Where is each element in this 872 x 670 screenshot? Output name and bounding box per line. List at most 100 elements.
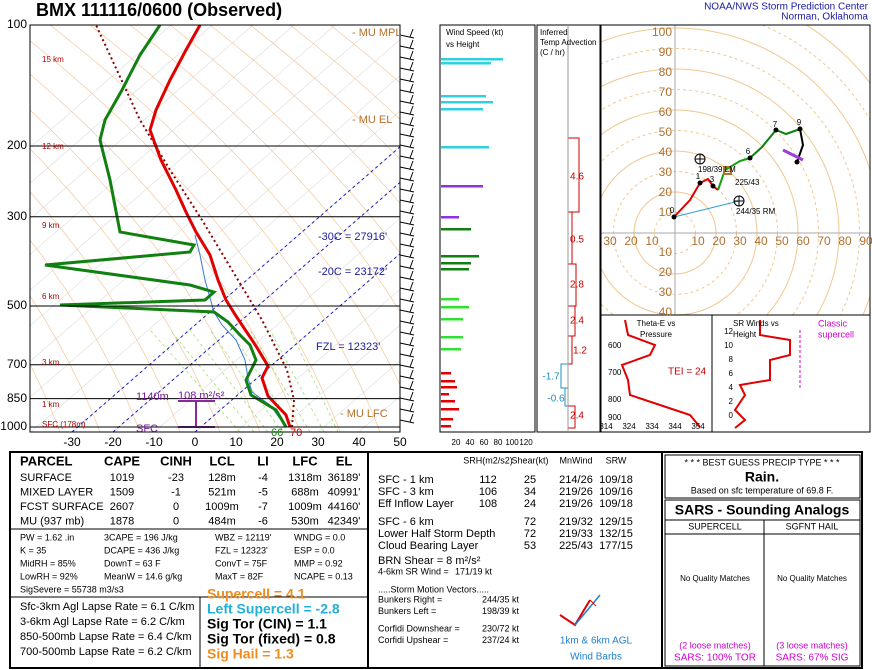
- table-cell: 688m: [291, 486, 319, 498]
- lapse-rate: 700-500mb Lapse Rate = 6.2 C/km: [20, 646, 192, 658]
- index: WNDG = 0.0: [294, 532, 345, 542]
- hodo-point: 1: [696, 172, 701, 181]
- barb-staff: [399, 144, 415, 149]
- index: NCAPE = 0.13: [294, 571, 353, 581]
- isotherm: [30, 25, 254, 220]
- isotherm: [30, 75, 400, 398]
- table-cell: SURFACE: [20, 472, 72, 484]
- dry-adiabat: [30, 73, 301, 432]
- table-cell: 1509: [110, 486, 134, 498]
- barb-flag: [409, 72, 414, 82]
- annotation: -20C = 23172': [318, 266, 387, 278]
- barb-flag: [409, 347, 414, 357]
- wind-speed-bar: [441, 418, 453, 421]
- table-cell: 530m: [291, 515, 319, 527]
- height-label: 1 km: [42, 400, 60, 409]
- table-header: Shear(kt): [511, 455, 548, 465]
- table-header: EL: [336, 453, 353, 468]
- barb-flag: [409, 50, 414, 60]
- barb-staff: [399, 188, 415, 193]
- table-cell: 177/15: [599, 540, 633, 552]
- moist-adiabat: [149, 329, 241, 432]
- barb-flag: [409, 182, 414, 192]
- barb-staff: [399, 111, 415, 116]
- hodo-annotation: 225/43: [735, 178, 760, 187]
- wind-speed-bar: [441, 216, 459, 219]
- sr-tick: 10: [724, 341, 733, 350]
- table-header: LCL: [209, 453, 234, 468]
- index: 3CAPE = 196 J/kg: [104, 532, 178, 542]
- index: SigSevere = 55738 m3/s3: [20, 584, 124, 594]
- wind-speed-bar: [441, 380, 455, 383]
- barb-staff: [399, 177, 415, 182]
- temp-label: 40: [352, 435, 366, 449]
- barb-flag: [409, 358, 414, 368]
- hodo-upper: [782, 148, 804, 162]
- composite: Supercell = 4.1: [207, 586, 306, 602]
- wind-tick: 100: [505, 438, 519, 447]
- barb-staff: [399, 199, 415, 204]
- wind-speed-bar: [441, 101, 493, 104]
- table-cell: 0: [173, 515, 179, 527]
- hodo-annotation: 198/39 LM: [698, 165, 736, 174]
- sr-tick: 6: [729, 369, 734, 378]
- barb-staff: [399, 298, 415, 303]
- hodo-label: 30: [659, 285, 673, 299]
- barb-flag: [409, 105, 414, 115]
- table-cell: -7: [258, 501, 268, 513]
- wind-speed-bar: [441, 185, 483, 188]
- table-header: MnWind: [559, 455, 592, 465]
- wind-speed-bar: [441, 306, 469, 309]
- table-cell: Cloud Bearing Layer: [378, 540, 479, 552]
- barb-flag: [409, 248, 414, 258]
- barb-staff: [399, 287, 415, 292]
- table-cell: -4: [258, 472, 268, 484]
- wind-speed-bar: [441, 228, 471, 231]
- advection-value: 2.8: [570, 280, 584, 291]
- barb-staff: [399, 45, 415, 50]
- storm-motion: .....Storm Motion Vectors.....: [378, 584, 489, 594]
- dry-adiabat: [30, 295, 101, 432]
- table-cell: 2607: [110, 501, 134, 513]
- index: LowRH = 92%: [20, 571, 78, 581]
- height-label: 9 km: [42, 221, 60, 230]
- hodo-label: 20: [659, 185, 673, 199]
- annotation: SFC: [136, 423, 158, 435]
- panel-title: Wind Speed (kt): [446, 28, 504, 37]
- hodo-label: 40: [659, 305, 673, 319]
- barb-staff: [399, 56, 415, 61]
- theta-e-trace: [620, 319, 701, 428]
- tei-label: TEI = 24: [668, 367, 707, 378]
- dry-adiabat: [49, 25, 381, 432]
- barb-flag: [409, 369, 414, 379]
- vector-value: 237/24 kt: [482, 635, 520, 645]
- wetbulb-trace: [194, 234, 287, 428]
- sr-tick: 4: [729, 383, 734, 392]
- barb-staff: [399, 309, 415, 314]
- hodo-point: 0: [670, 206, 675, 215]
- composite: Sig Hail = 1.3: [207, 646, 294, 662]
- classic-label: supercell: [818, 329, 854, 339]
- barb-flag: [409, 292, 414, 302]
- barb-flag: [409, 336, 414, 346]
- theta-tick: 600: [608, 341, 622, 350]
- isotherm: [30, 110, 400, 432]
- panel-title: Theta-E vs: [637, 319, 676, 328]
- lapse-rate: 3-6km Agl Lapse Rate = 6.2 C/km: [20, 616, 185, 628]
- sr-wind: 4-6km SR Wind =: [378, 566, 449, 576]
- panel-title: Temp Advection: [540, 38, 596, 47]
- precip-basis: Based on sfc temperature of 69.8 F.: [691, 485, 834, 495]
- table-cell: 1878: [110, 515, 134, 527]
- composite: Sig Tor (fixed) = 0.8: [207, 631, 336, 647]
- table-cell: -6: [258, 515, 268, 527]
- hodo-label: 20: [624, 234, 638, 248]
- dry-adiabat: [30, 109, 261, 432]
- pressure-label: 200: [7, 138, 27, 152]
- temp-label: 30: [311, 435, 325, 449]
- annotation: - MU MPL: [352, 27, 402, 39]
- vector-name: Bunkers Left =: [378, 606, 436, 616]
- wind-speed-bar: [441, 255, 479, 258]
- credit: NOAA/NWS Storm Prediction Center: [704, 2, 869, 13]
- moist-adiabat: [169, 329, 255, 432]
- wind-speed-bar: [441, 400, 455, 403]
